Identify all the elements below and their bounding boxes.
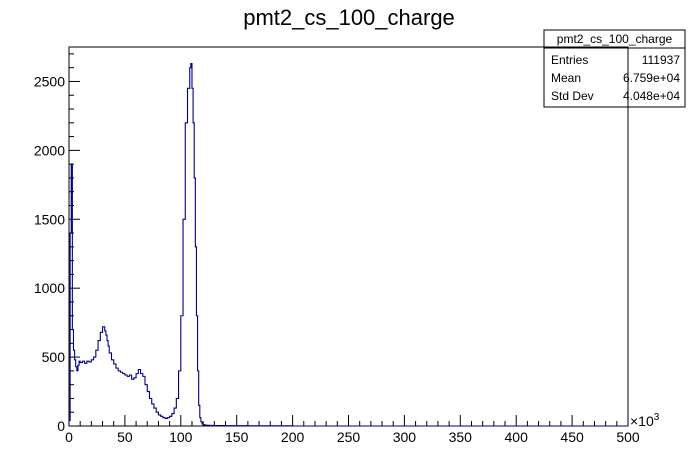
x-multiplier-base: ×10 bbox=[630, 413, 654, 429]
x-tick-label: 400 bbox=[505, 429, 529, 445]
stats-stddev-label: Std Dev bbox=[551, 89, 594, 103]
x-tick-label: 300 bbox=[393, 429, 417, 445]
y-tick-label: 0 bbox=[57, 418, 65, 434]
x-tick-label: 100 bbox=[169, 429, 193, 445]
x-tick-label: 250 bbox=[337, 429, 361, 445]
x-multiplier-label: ×103 bbox=[630, 412, 660, 429]
x-tick-label: 450 bbox=[560, 429, 584, 445]
x-tick-label: 350 bbox=[449, 429, 473, 445]
stats-mean-value: 6.759e+04 bbox=[623, 71, 680, 85]
stats-stddev-value: 4.048e+04 bbox=[623, 89, 680, 103]
stats-box: pmt2_cs_100_charge Entries 111937 Mean 6… bbox=[543, 29, 686, 108]
stats-box-name: pmt2_cs_100_charge bbox=[557, 32, 673, 46]
x-tick-label: 0 bbox=[65, 429, 73, 445]
x-multiplier-exponent: 3 bbox=[654, 412, 660, 423]
histogram-line bbox=[68, 62, 628, 427]
y-tick-label: 2000 bbox=[34, 142, 65, 158]
stats-entries-label: Entries bbox=[551, 53, 588, 67]
x-tick-label: 50 bbox=[117, 429, 133, 445]
stats-entries-value: 111937 bbox=[642, 53, 681, 67]
y-tick-label: 500 bbox=[42, 349, 66, 365]
chart-title: pmt2_cs_100_charge bbox=[243, 5, 455, 30]
y-tick-label: 1500 bbox=[34, 211, 65, 227]
y-tick-label: 2500 bbox=[34, 73, 65, 89]
x-tick-label: 200 bbox=[281, 429, 305, 445]
stats-mean-label: Mean bbox=[551, 71, 581, 85]
x-tick-label: 500 bbox=[616, 429, 640, 445]
y-tick-label: 1000 bbox=[34, 280, 65, 296]
stats-box-frame bbox=[543, 29, 686, 108]
x-tick-label: 150 bbox=[225, 429, 249, 445]
